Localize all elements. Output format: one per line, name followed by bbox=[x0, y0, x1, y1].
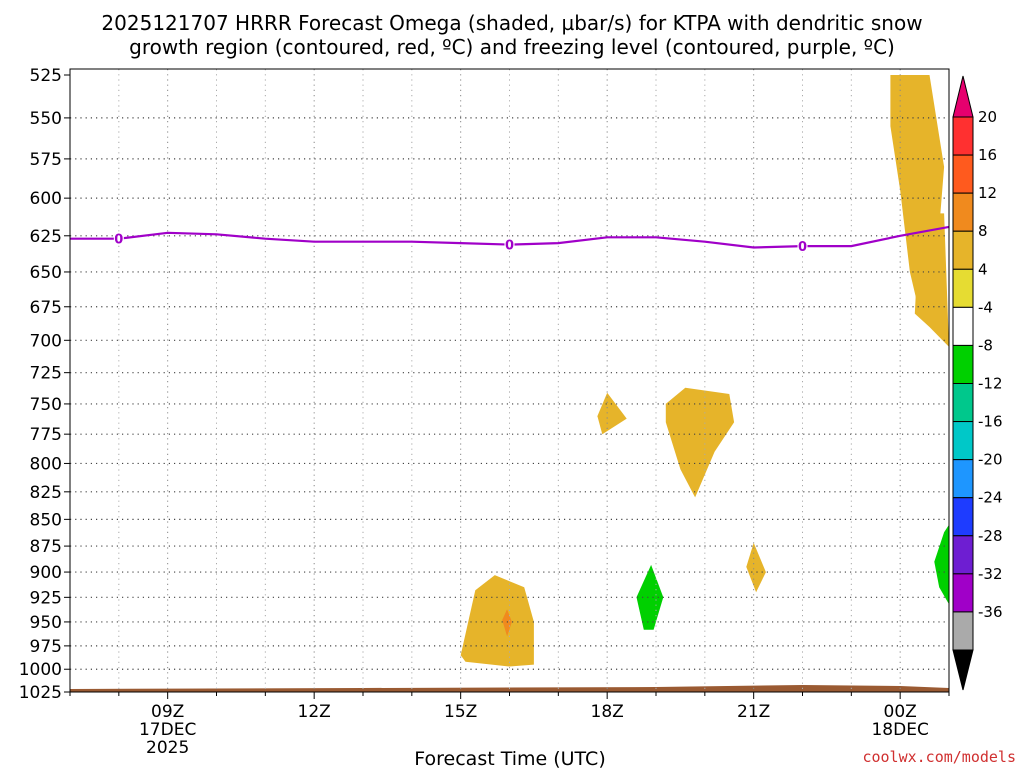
colorbar-swatch bbox=[952, 344, 974, 384]
y-tick-label: 925 bbox=[30, 588, 62, 608]
colorbar-swatch bbox=[952, 116, 974, 156]
y-tick-label: 850 bbox=[30, 510, 62, 530]
chart-title-line1: 2025121707 HRRR Forecast Omega (shaded, … bbox=[101, 11, 922, 35]
colorbar-swatch bbox=[952, 535, 974, 575]
y-tick-label: 700 bbox=[30, 331, 62, 351]
credit-text: coolwx.com/models bbox=[862, 748, 1016, 766]
freezing-label-bg bbox=[504, 237, 515, 251]
y-tick-label: 800 bbox=[30, 454, 62, 474]
colorbar-tick-label: 20 bbox=[978, 108, 997, 126]
colorbar-tick-label: -32 bbox=[978, 565, 1003, 583]
colorbar-tick-label: -24 bbox=[978, 489, 1003, 507]
y-tick-label: 1000 bbox=[19, 660, 62, 680]
colorbar-tick-label: 8 bbox=[978, 222, 988, 240]
colorbar-tick-label: -28 bbox=[978, 527, 1003, 545]
colorbar-tick-label: -4 bbox=[978, 298, 993, 316]
y-tick-label: 725 bbox=[30, 364, 62, 384]
chart-title-line2: growth region (contoured, red, ºC) and f… bbox=[129, 35, 895, 59]
omega-region-6 bbox=[636, 564, 664, 630]
y-tick-label: 975 bbox=[30, 637, 62, 657]
x-tick-label: 18Z bbox=[591, 702, 624, 722]
colorbar-swatch bbox=[952, 306, 974, 346]
colorbar-tick-label: -20 bbox=[978, 451, 1003, 469]
colorbar-swatch bbox=[952, 192, 974, 232]
freezing-label-bg bbox=[797, 239, 808, 253]
y-tick-label: 775 bbox=[30, 425, 62, 445]
omega-region-11 bbox=[885, 451, 949, 644]
freezing-level-label: 0 bbox=[798, 240, 807, 255]
y-tick-label: 675 bbox=[30, 298, 62, 318]
y-tick-label: 950 bbox=[30, 613, 62, 633]
x-tick-year-label: 2025 bbox=[146, 738, 189, 758]
colorbar-swatch bbox=[952, 383, 974, 423]
x-tick-label: 21Z bbox=[737, 702, 770, 722]
x-tick-label: 15Z bbox=[444, 702, 477, 722]
x-tick-label: 12Z bbox=[298, 702, 331, 722]
freezing-level-label: 0 bbox=[114, 233, 123, 248]
omega-shaded-regions bbox=[460, 75, 949, 667]
y-tick-label: 575 bbox=[30, 150, 62, 170]
freezing-level-contour: 0 0 0 bbox=[70, 225, 949, 255]
colorbar-tick-label: -8 bbox=[978, 336, 993, 354]
y-tick-label: 650 bbox=[30, 263, 62, 283]
grid-lines bbox=[70, 69, 949, 692]
x-tick-date-label: 17DEC bbox=[139, 720, 196, 740]
colorbar-tick-label: 4 bbox=[978, 260, 988, 278]
colorbar-top-arrow bbox=[952, 75, 974, 118]
y-tick-label: 825 bbox=[30, 483, 62, 503]
x-tick-label: 09Z bbox=[151, 702, 184, 722]
y-tick-label: 875 bbox=[30, 537, 62, 557]
freezing-level-label: 0 bbox=[505, 239, 514, 254]
colorbar-tick-label: -36 bbox=[978, 603, 1003, 621]
y-tick-label: 600 bbox=[30, 189, 62, 209]
colorbar-swatch bbox=[952, 497, 974, 537]
x-tick-label: 00Z bbox=[884, 702, 917, 722]
omega-region-2 bbox=[724, 146, 793, 252]
omega-region-9 bbox=[746, 542, 766, 593]
colorbar-swatch bbox=[952, 421, 974, 461]
x-tick-date-label: 18DEC bbox=[871, 720, 928, 740]
colorbar-swatch bbox=[952, 611, 974, 651]
omega-region-1 bbox=[914, 213, 949, 347]
y-tick-label: 750 bbox=[30, 395, 62, 415]
freezing-label-bg bbox=[113, 231, 124, 245]
colorbar-swatch bbox=[952, 573, 974, 613]
omega-region-3 bbox=[597, 392, 627, 435]
colorbar-swatch bbox=[952, 230, 974, 270]
colorbar-swatch bbox=[952, 268, 974, 308]
y-tick-label: 1025 bbox=[19, 683, 62, 703]
colorbar-swatch bbox=[952, 154, 974, 194]
y-tick-label: 550 bbox=[30, 109, 62, 129]
y-tick-label: 525 bbox=[30, 66, 62, 86]
omega-region-7 bbox=[460, 575, 534, 667]
omega-region-12 bbox=[934, 524, 949, 605]
colorbar-tick-label: 16 bbox=[978, 146, 997, 164]
omega-region-4 bbox=[665, 387, 735, 498]
colorbar-bottom-arrow bbox=[952, 649, 974, 691]
colorbar-tick-label: -16 bbox=[978, 413, 1003, 431]
colorbar-swatch bbox=[952, 459, 974, 499]
x-axis-label: Forecast Time (UTC) bbox=[414, 748, 605, 768]
colorbar-legend: 20 16 12 8 4 -4 -8 -12 -16 -20 -24 -28 -32 -36 bbox=[952, 75, 1003, 691]
colorbar-tick-label: -12 bbox=[978, 375, 1003, 393]
omega-region-10 bbox=[841, 505, 857, 555]
colorbar-tick-label: 12 bbox=[978, 184, 997, 202]
y-axis-ticks: 525 550 575 600 625 650 675 700 725 750 775 800 825 8… bbox=[19, 66, 70, 703]
y-tick-label: 900 bbox=[30, 563, 62, 583]
y-tick-label: 625 bbox=[30, 227, 62, 247]
